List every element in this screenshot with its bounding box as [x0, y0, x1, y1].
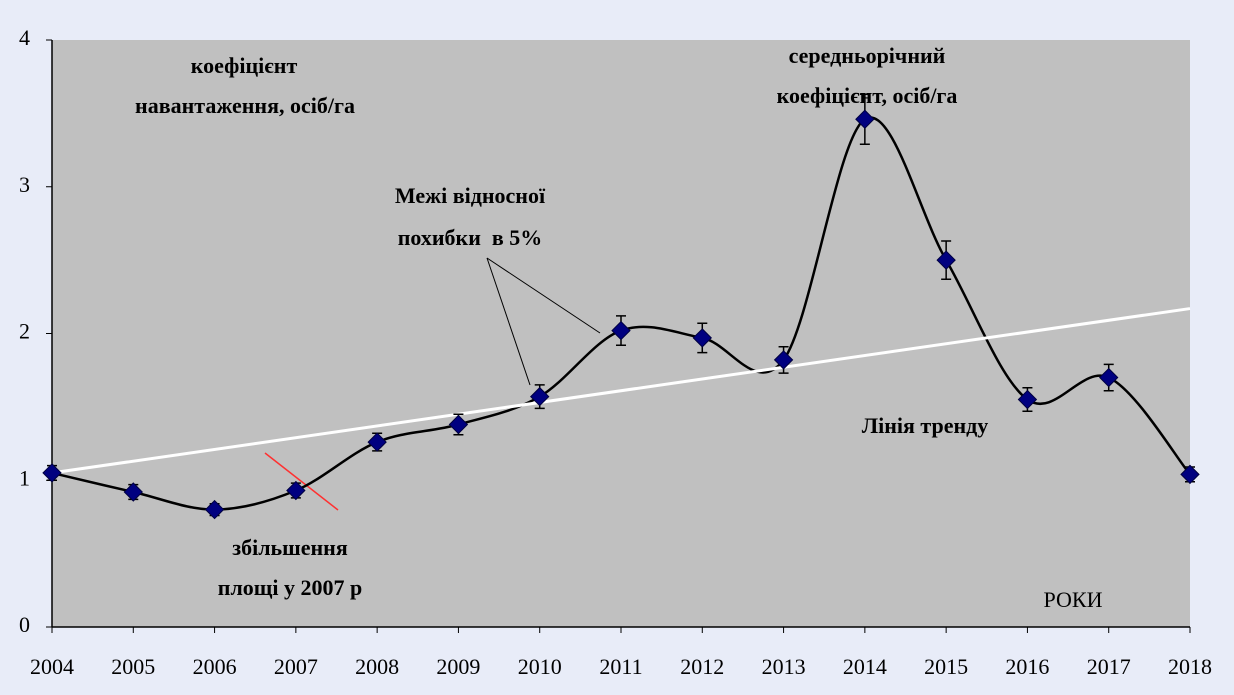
data-point: [1017, 389, 1038, 410]
annotation: похибки в 5%: [398, 225, 543, 250]
annotation: Межі відносної: [395, 183, 546, 208]
y-tick-label: 4: [19, 25, 30, 50]
annotation: коефіцієнт: [191, 53, 298, 78]
data-point: [611, 320, 631, 341]
annotation: збільшення: [232, 535, 348, 560]
y-tick-label: 2: [19, 319, 30, 344]
annotation: РОКИ: [1044, 587, 1103, 612]
x-tick-label: 2015: [924, 654, 968, 679]
marker-line: [264, 452, 339, 511]
data-point: [530, 386, 550, 407]
x-tick-label: 2008: [355, 654, 399, 679]
data-point: [692, 328, 712, 348]
annotation: Лінія тренду: [862, 413, 989, 438]
x-tick-label: 2011: [599, 654, 642, 679]
x-tick-label: 2018: [1168, 654, 1212, 679]
x-tick-label: 2010: [518, 654, 562, 679]
data-point: [773, 350, 794, 370]
x-tick-label: 2004: [30, 654, 74, 679]
data-point: [1180, 464, 1200, 485]
annotation: середньорічний: [789, 43, 946, 68]
data-point: [367, 432, 387, 452]
data-point: [123, 482, 143, 502]
annotation: площі у 2007 р: [218, 575, 362, 600]
x-tick-label: 2006: [193, 654, 237, 679]
x-tick-label: 2016: [1005, 654, 1049, 679]
data-line: [51, 116, 1191, 511]
data-point: [448, 414, 469, 435]
y-tick-label: 0: [19, 612, 30, 637]
data-point: [286, 480, 306, 501]
x-tick-label: 2009: [436, 654, 480, 679]
y-tick-label: 1: [19, 465, 30, 490]
callout-line: [486, 257, 531, 386]
x-tick-label: 2017: [1087, 654, 1131, 679]
data-point: [42, 463, 62, 483]
data-point: [936, 250, 956, 270]
x-tick-label: 2013: [762, 654, 806, 679]
x-tick-label: 2007: [274, 654, 318, 679]
data-point: [1099, 367, 1119, 388]
annotation: коефіцієнт, осіб/га: [777, 83, 958, 108]
data-point: [855, 109, 875, 129]
data-point: [204, 499, 225, 520]
x-tick-label: 2012: [680, 654, 724, 679]
y-tick-label: 3: [19, 172, 30, 197]
x-tick-label: 2005: [111, 654, 155, 679]
annotation: навантаження, осіб/га: [135, 93, 355, 118]
callout-line: [486, 257, 601, 334]
trend-line: [51, 307, 1191, 475]
x-tick-label: 2014: [843, 654, 887, 679]
